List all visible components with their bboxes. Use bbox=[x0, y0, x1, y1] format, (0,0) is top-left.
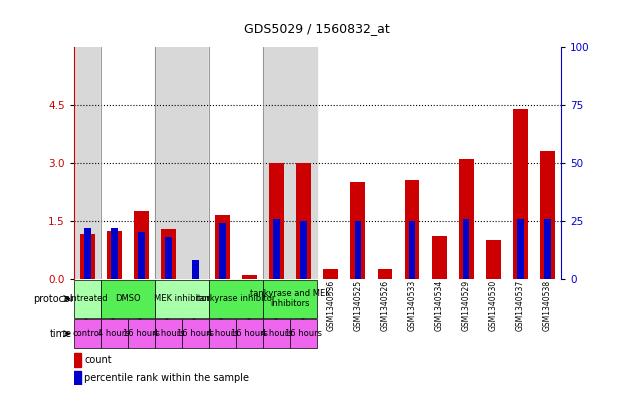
Bar bbox=[409, 221, 415, 279]
Bar bbox=[517, 219, 524, 279]
Text: MEK inhibitor: MEK inhibitor bbox=[154, 294, 210, 303]
Text: control: control bbox=[72, 329, 102, 338]
Text: 4 hours: 4 hours bbox=[207, 329, 238, 338]
Bar bbox=[463, 219, 469, 279]
Bar bbox=[209, 47, 263, 279]
Bar bbox=[165, 237, 172, 279]
Bar bbox=[107, 231, 122, 279]
Text: count: count bbox=[85, 355, 112, 365]
Text: 4 hours: 4 hours bbox=[99, 329, 130, 338]
Text: DMSO: DMSO bbox=[115, 294, 140, 303]
Bar bbox=[290, 319, 317, 348]
Bar bbox=[111, 228, 118, 279]
Bar bbox=[192, 260, 199, 279]
Bar bbox=[182, 319, 209, 348]
Bar bbox=[134, 211, 149, 279]
Bar bbox=[74, 319, 101, 348]
Bar bbox=[513, 109, 528, 279]
Bar bbox=[263, 47, 317, 279]
Bar bbox=[354, 221, 362, 279]
Bar bbox=[263, 279, 317, 318]
Bar bbox=[219, 223, 226, 279]
Bar bbox=[296, 163, 312, 279]
Bar bbox=[242, 275, 257, 279]
Bar bbox=[155, 47, 209, 279]
Text: 16 hours: 16 hours bbox=[231, 329, 268, 338]
Bar bbox=[74, 47, 101, 279]
Bar bbox=[155, 319, 182, 348]
Bar bbox=[378, 269, 392, 279]
Bar bbox=[459, 159, 474, 279]
Bar bbox=[431, 236, 447, 279]
Bar bbox=[161, 229, 176, 279]
Text: 4 hours: 4 hours bbox=[153, 329, 184, 338]
Bar bbox=[84, 228, 90, 279]
Bar bbox=[540, 151, 555, 279]
Bar bbox=[215, 215, 230, 279]
Text: protocol: protocol bbox=[33, 294, 72, 304]
Bar bbox=[301, 221, 307, 279]
Text: percentile rank within the sample: percentile rank within the sample bbox=[85, 373, 249, 383]
Text: 16 hours: 16 hours bbox=[123, 329, 160, 338]
Bar bbox=[273, 219, 280, 279]
Bar bbox=[101, 279, 155, 318]
Bar bbox=[80, 234, 95, 279]
Bar bbox=[101, 319, 128, 348]
Text: 4 hours: 4 hours bbox=[261, 329, 292, 338]
Bar bbox=[351, 182, 365, 279]
Text: tankyrase inhibitor: tankyrase inhibitor bbox=[196, 294, 276, 303]
Bar bbox=[209, 319, 236, 348]
Text: tankyrase and MEK
inhibitors: tankyrase and MEK inhibitors bbox=[250, 289, 331, 309]
Text: 16 hours: 16 hours bbox=[285, 329, 322, 338]
Text: GDS5029 / 1560832_at: GDS5029 / 1560832_at bbox=[244, 22, 390, 35]
Bar bbox=[544, 219, 551, 279]
Bar bbox=[128, 319, 155, 348]
Bar bbox=[209, 279, 263, 318]
Bar bbox=[404, 180, 419, 279]
Bar bbox=[74, 279, 101, 318]
Bar bbox=[263, 319, 290, 348]
Bar bbox=[74, 371, 81, 385]
Text: untreated: untreated bbox=[67, 294, 108, 303]
Bar bbox=[101, 47, 155, 279]
Bar bbox=[138, 232, 145, 279]
Bar bbox=[269, 163, 284, 279]
Bar bbox=[74, 353, 81, 367]
Bar bbox=[155, 279, 209, 318]
Bar bbox=[323, 269, 338, 279]
Bar bbox=[486, 240, 501, 279]
Text: time: time bbox=[50, 329, 72, 339]
Bar bbox=[236, 319, 263, 348]
Text: 16 hours: 16 hours bbox=[177, 329, 214, 338]
